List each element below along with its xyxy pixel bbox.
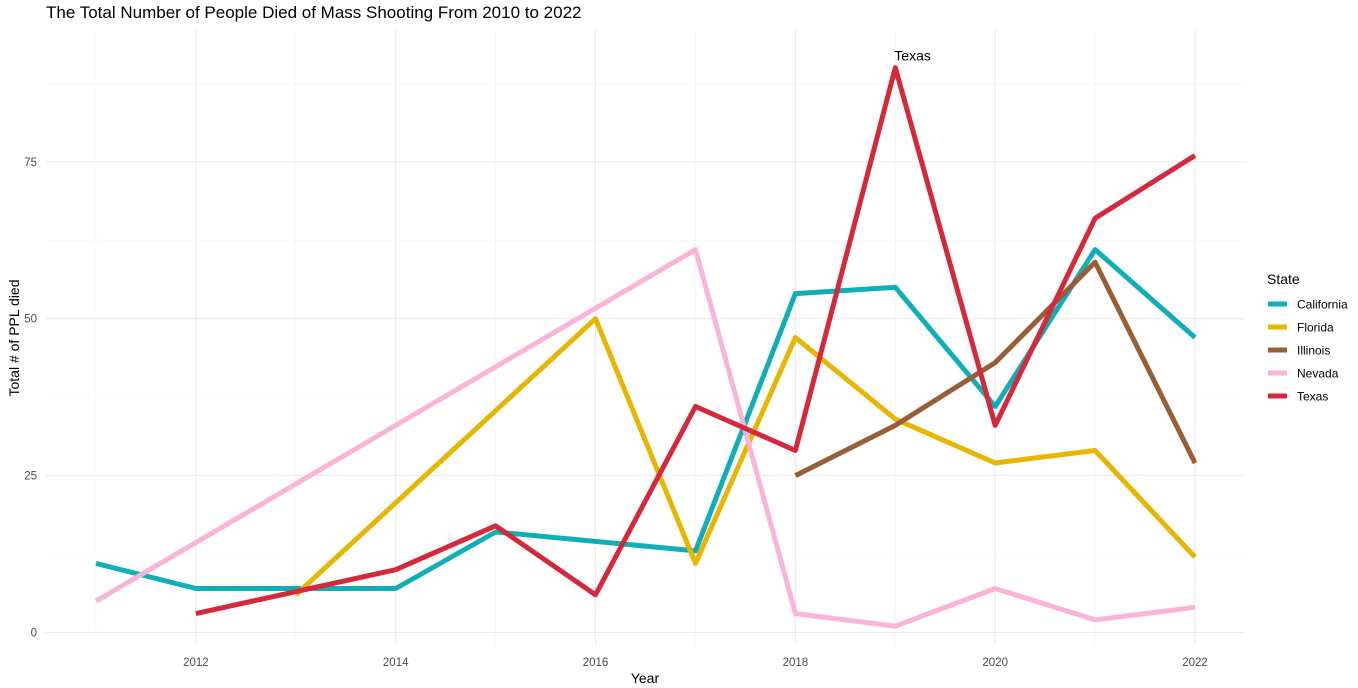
series-line-florida (294, 316, 1197, 597)
x-axis-ticks: 2012 2014 2016 2018 2020 2022 (183, 657, 1208, 669)
legend-label-california: California (1297, 298, 1348, 312)
legend-label-illinois: Illinois (1297, 344, 1330, 358)
x-axis-title: Year (631, 670, 660, 686)
y-axis-ticks: 0 25 50 75 (24, 157, 37, 640)
y-tick-label: 50 (24, 314, 37, 326)
grid (46, 30, 1245, 645)
y-tick-label: 0 (31, 627, 37, 639)
y-tick-label: 75 (24, 157, 37, 169)
x-tick-label: 2018 (783, 657, 809, 669)
legend-label-nevada: Nevada (1297, 367, 1339, 381)
series-line-texas (195, 65, 1197, 617)
x-tick-label: 2012 (183, 657, 209, 669)
x-tick-label: 2016 (583, 657, 609, 669)
x-tick-label: 2014 (383, 657, 409, 669)
annotation-label: Texas (894, 48, 931, 64)
legend-items: California Florida Illinois Nevada Texas (1268, 298, 1348, 404)
annotation-layer: Texas (894, 48, 931, 64)
legend-label-texas: Texas (1297, 390, 1328, 404)
legend-label-florida: Florida (1297, 321, 1334, 335)
y-axis-title: Total # of PPL died (6, 279, 22, 396)
series-line-nevada (94, 247, 1196, 629)
series-line-california (95, 247, 1197, 591)
x-tick-label: 2020 (982, 657, 1008, 669)
series-line-illinois (794, 259, 1198, 478)
x-tick-label: 2022 (1182, 657, 1208, 669)
chart-title: The Total Number of People Died of Mass … (46, 3, 582, 22)
series-layer (94, 65, 1198, 629)
legend-title: State (1267, 271, 1300, 287)
y-tick-label: 25 (24, 471, 37, 483)
legend: State California Florida Illinois Nevada Tex… (1267, 271, 1348, 404)
